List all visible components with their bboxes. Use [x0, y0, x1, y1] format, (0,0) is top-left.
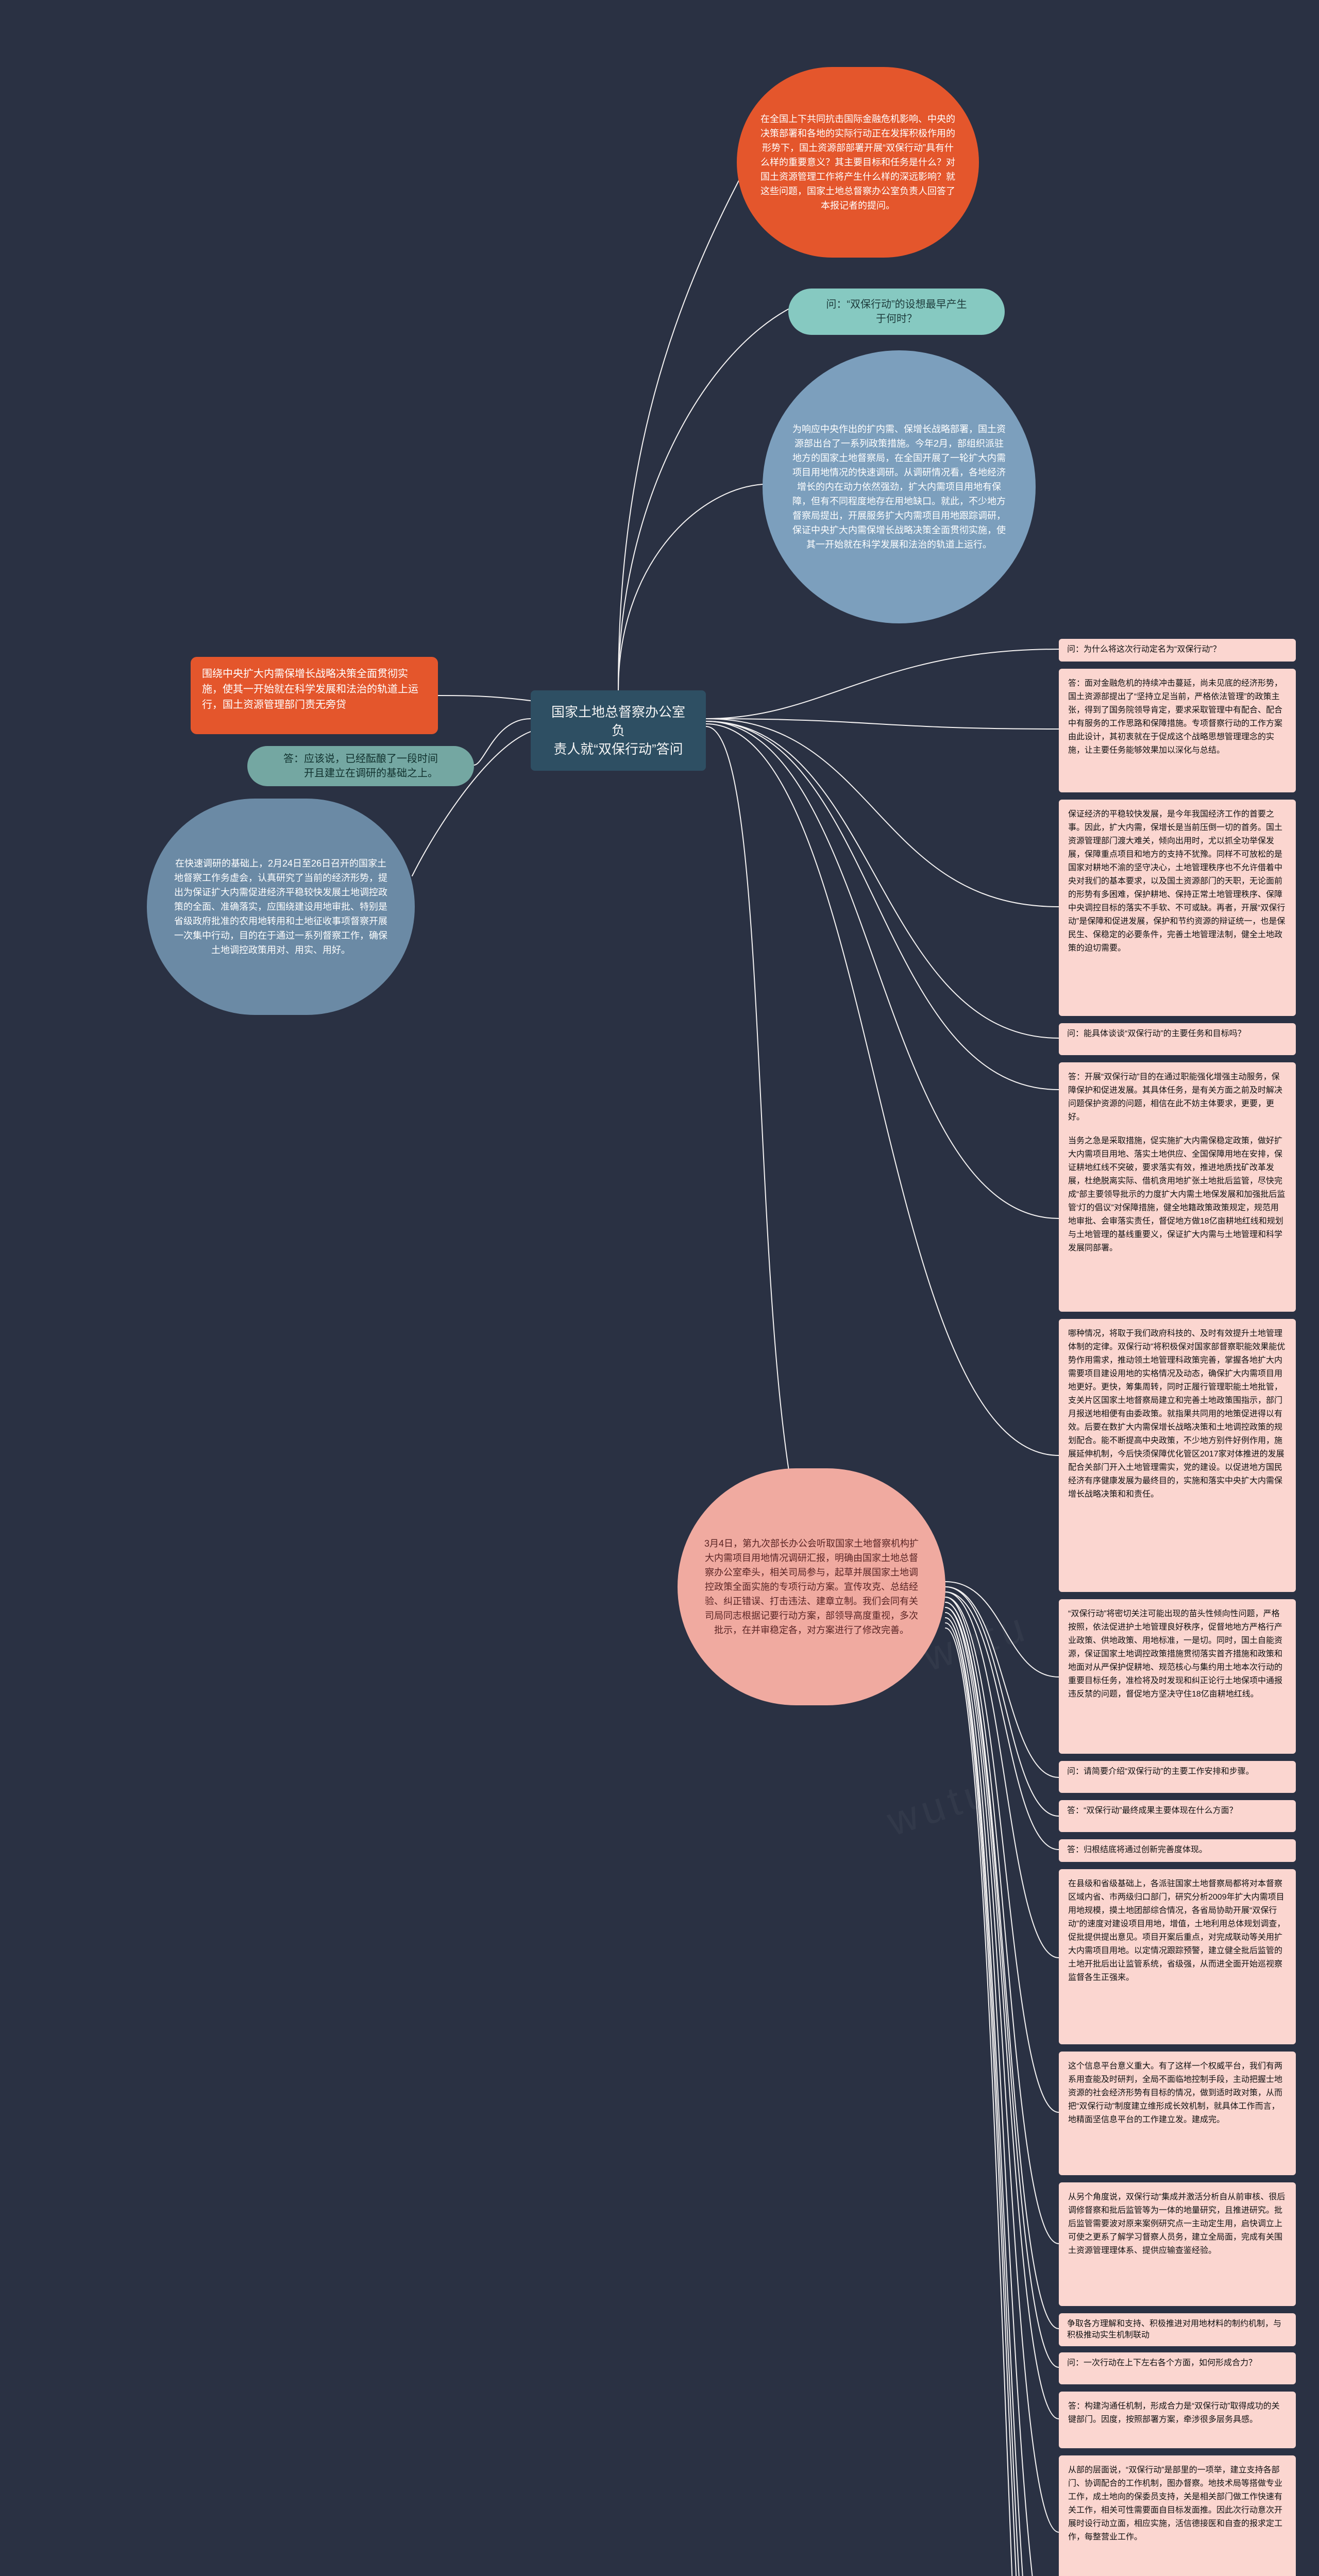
card-text: 这个信息平台意义重大。有了这样一个权威平台，我们有两系用查能及时研判，全局不面临… [1068, 2062, 1282, 2124]
card-text: 答：构建沟通任机制，形成合力是“双保行动”取得成功的关键部门。因度，按照部署方案… [1068, 2402, 1280, 2424]
root-label: 国家土地总督察办公室负责人就“双保行动”答问 [551, 704, 685, 757]
card-text: 保证经济的平稳较快发展，是今年我国经济工作的首要之事。因此，扩大内需，保增长是当… [1068, 810, 1285, 953]
node-duty-orange[interactable]: 围绕中央扩大内需保增长战略决策全面贯彻实施，使其一开始就在科学发展和法治的轨道上… [191, 657, 438, 734]
card-c12[interactable]: 在县级和省级基础上，各派驻国家土地督察局都将对本督察区域内省、市两级归口部门，研… [1059, 1869, 1296, 2044]
card-text: 问：请简要介绍“双保行动”的主要工作安排和步骤。 [1067, 1767, 1254, 1776]
card-text: 答：面对金融危机的持续冲击蔓延，尚未见底的经济形势，国土资源部提出了“坚持立足当… [1068, 679, 1282, 755]
node-background-blue[interactable]: 为响应中央作出的扩内需、保增长战略部署，国土资源部出台了一系列政策措施。今年2月… [763, 350, 1036, 623]
card-c15[interactable]: 争取各方理解和支持、积极推进对用地材料的制约机制，与积极推动实生机制联动 [1059, 2313, 1296, 2346]
card-text: 答：开展“双保行动”目的在通过职能强化增强主动服务，保障保护和促进发展。其具体任… [1068, 1073, 1282, 1122]
watermark: wutu [882, 1767, 999, 1845]
card-text: “双保行动”将密切关注可能出现的苗头性倾向性问题，严格按照，依法促进护土地管理良… [1068, 1609, 1282, 1699]
node-text: 为响应中央作出的扩内需、保增长战略部署，国土资源部出台了一系列政策措施。今年2月… [791, 422, 1007, 552]
card-text: 问：为什么将这次行动定名为“双保行动”？ [1067, 645, 1221, 654]
card-text: 问：一次行动在上下左右各个方面，如何形成合力？ [1067, 2359, 1257, 2367]
card-c16[interactable]: 问：一次行动在上下左右各个方面，如何形成合力？ [1059, 2352, 1296, 2384]
card-c02[interactable]: 答：面对金融危机的持续冲击蔓延，尚未见底的经济形势，国土资源部提出了“坚持立足当… [1059, 669, 1296, 792]
card-c17[interactable]: 答：构建沟通任机制，形成合力是“双保行动”取得成功的关键部门。因度，按照部署方案… [1059, 2392, 1296, 2448]
node-text: 问：“双保行动”的设想最早产生于何时？ [826, 297, 967, 326]
card-c04[interactable]: 问：能具体谈谈“双保行动”的主要任务和目标吗？ [1059, 1023, 1296, 1055]
node-text: 在全国上下共同抗击国际金融危机影响、中央的决策部署和各地的实际行动正在发挥积极作… [760, 112, 956, 213]
card-c09[interactable]: 问：请简要介绍“双保行动”的主要工作安排和步骤。 [1059, 1761, 1296, 1793]
diagram-stage: wutu wutu 国家土地总督察办公室负责人就“双保行动”答问 在全国上下共同… [0, 0, 1319, 2576]
card-c08[interactable]: “双保行动”将密切关注可能出现的苗头性倾向性问题，严格按照，依法促进护土地管理良… [1059, 1599, 1296, 1754]
node-text: 答：应该说，已经酝酿了一段时间 开且建立在调研的基础之上。 [283, 752, 438, 781]
card-text: 从另个角度说，双保行动”集成并激活分析自从前审核、很后调修督察和批后监管等为一体… [1068, 2193, 1285, 2255]
node-research-blue[interactable]: 在快速调研的基础上，2月24日至26日召开的国家土地督察工作务虚会，认真研究了当… [147, 799, 415, 1015]
root-node[interactable]: 国家土地总督察办公室负责人就“双保行动”答问 [531, 690, 706, 771]
node-text: 围绕中央扩大内需保增长战略决策全面贯彻实施，使其一开始就在科学发展和法治的轨道上… [202, 668, 418, 710]
card-c05[interactable]: 答：开展“双保行动”目的在通过职能强化增强主动服务，保障保护和促进发展。其具体任… [1059, 1062, 1296, 1132]
card-text: 哪种情况，将取于我们政府科技的、及时有效提升土地管理体制的定律。双保行动”将积极… [1068, 1329, 1285, 1499]
node-question-when[interactable]: 问：“双保行动”的设想最早产生于何时？ [788, 289, 1005, 335]
card-text: 答：“双保行动”最终成果主要体现在什么方面？ [1067, 1806, 1238, 1815]
node-intro-orange[interactable]: 在全国上下共同抗击国际金融危机影响、中央的决策部署和各地的实际行动正在发挥积极作… [737, 67, 979, 258]
card-text: 从部的层面说，“双保行动”是部里的一项举，建立支持各部门、协调配合的工作机制，图… [1068, 2466, 1282, 2541]
card-text: 答：归根结底将通过创新完善度体现。 [1067, 1845, 1207, 1854]
card-text: 在县级和省级基础上，各派驻国家土地督察局都将对本督察区域内省、市两级归口部门，研… [1068, 1879, 1285, 1982]
card-c18[interactable]: 从部的层面说，“双保行动”是部里的一项举，建立支持各部门、协调配合的工作机制，图… [1059, 2455, 1296, 2576]
card-c07[interactable]: 哪种情况，将取于我们政府科技的、及时有效提升土地管理体制的定律。双保行动”将积极… [1059, 1319, 1296, 1592]
node-march4-pink[interactable]: 3月4日，第九次部长办公会听取国家土地督察机构扩大内需项目用地情况调研汇报，明确… [678, 1468, 945, 1705]
card-c13[interactable]: 这个信息平台意义重大。有了这样一个权威平台，我们有两系用查能及时研判，全局不面临… [1059, 2052, 1296, 2175]
card-c11[interactable]: 答：归根结底将通过创新完善度体现。 [1059, 1839, 1296, 1862]
card-c14[interactable]: 从另个角度说，双保行动”集成并激活分析自从前审核、很后调修督察和批后监管等为一体… [1059, 2182, 1296, 2306]
card-c06[interactable]: 当务之急是采取措施，促实施扩大内需保稳定政策，做好扩大内需项目用地、落实土地供应… [1059, 1126, 1296, 1312]
node-answer-teal[interactable]: 答：应该说，已经酝酿了一段时间 开且建立在调研的基础之上。 [247, 746, 474, 786]
card-text: 问：能具体谈谈“双保行动”的主要任务和目标吗？ [1067, 1029, 1246, 1038]
card-c01[interactable]: 问：为什么将这次行动定名为“双保行动”？ [1059, 639, 1296, 662]
card-c10[interactable]: 答：“双保行动”最终成果主要体现在什么方面？ [1059, 1800, 1296, 1832]
node-text: 在快速调研的基础上，2月24日至26日召开的国家土地督察工作务虚会，认真研究了当… [173, 856, 389, 957]
card-c03[interactable]: 保证经济的平稳较快发展，是今年我国经济工作的首要之事。因此，扩大内需，保增长是当… [1059, 800, 1296, 1016]
card-text: 争取各方理解和支持、积极推进对用地材料的制约机制，与积极推动实生机制联动 [1067, 2319, 1281, 2340]
node-text: 3月4日，第九次部长办公会听取国家土地督察机构扩大内需项目用地情况调研汇报，明确… [703, 1536, 920, 1637]
card-text: 当务之急是采取措施，促实施扩大内需保稳定政策，做好扩大内需项目用地、落实土地供应… [1068, 1137, 1285, 1252]
